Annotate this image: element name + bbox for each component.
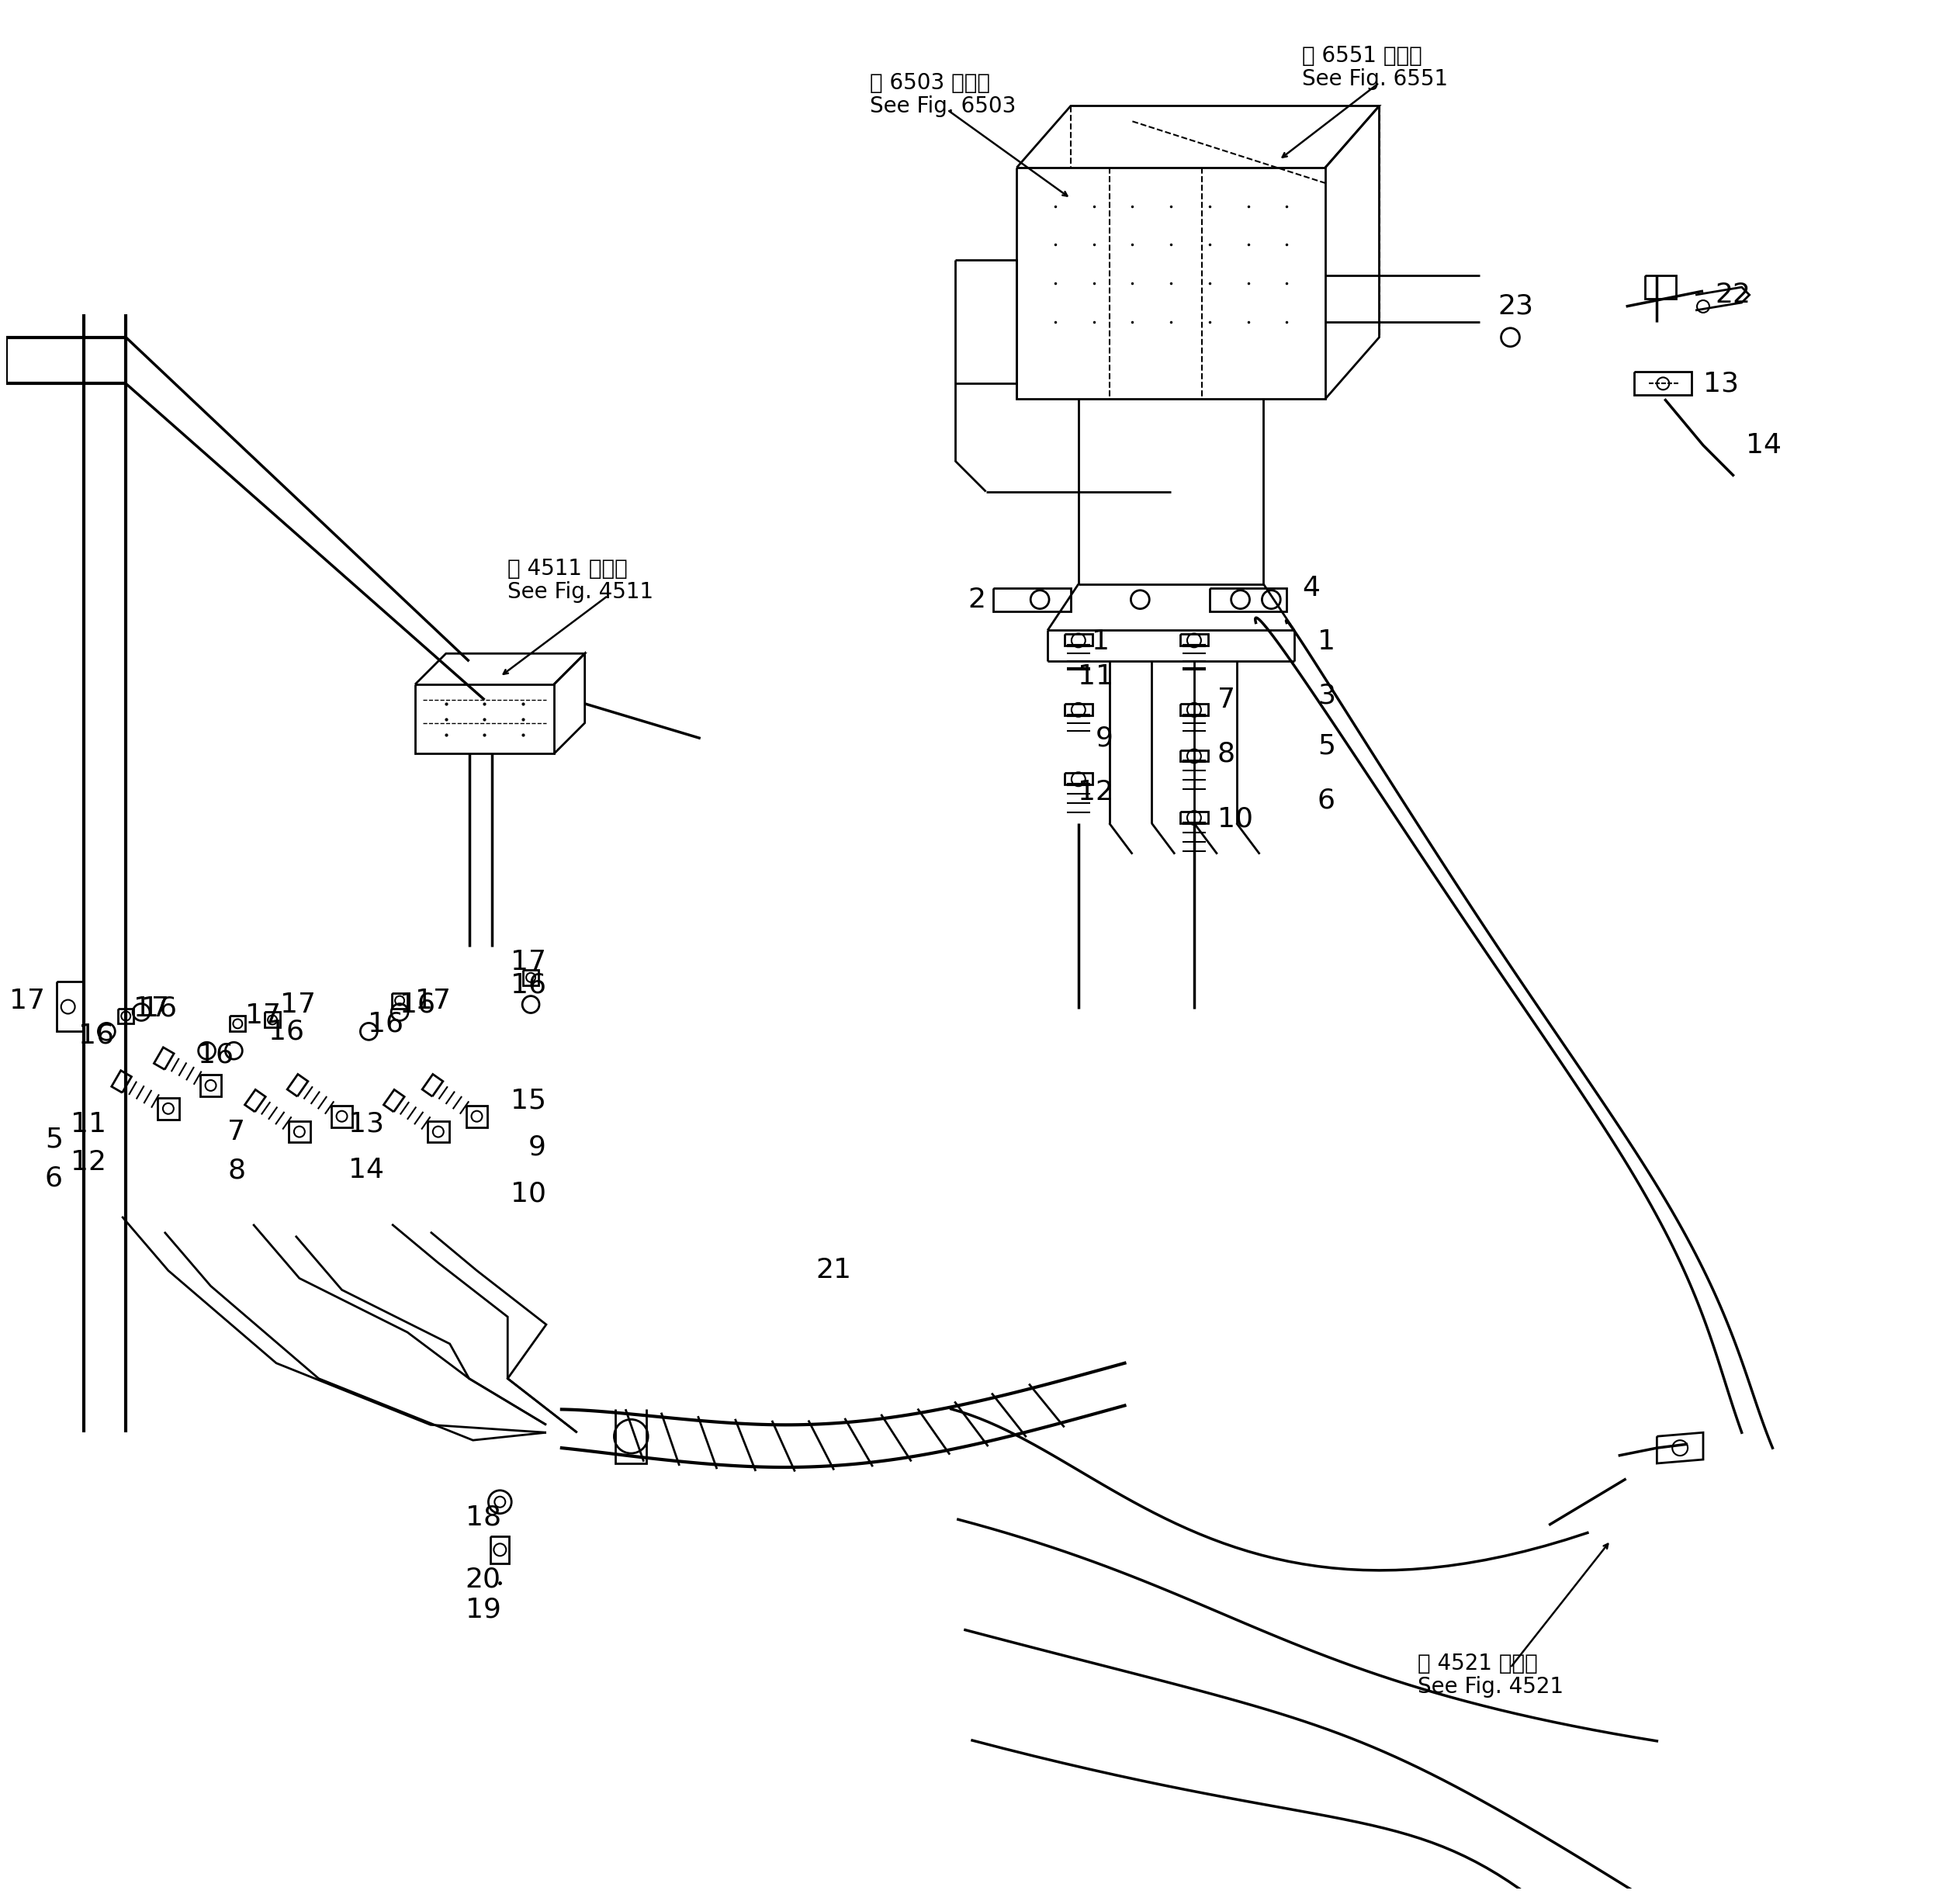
Text: 16: 16: [510, 972, 547, 998]
Text: 11: 11: [1078, 663, 1113, 689]
Text: 第 4521 図参照: 第 4521 図参照: [1417, 1653, 1539, 1674]
Text: 1: 1: [1092, 629, 1109, 655]
Text: 17: 17: [280, 991, 316, 1017]
Text: 14: 14: [1746, 432, 1782, 458]
Text: 16: 16: [198, 1042, 233, 1068]
Text: 13: 13: [1703, 371, 1739, 396]
Text: 7: 7: [1217, 688, 1235, 712]
Text: 19: 19: [465, 1597, 502, 1623]
Text: 1: 1: [1317, 629, 1335, 655]
Text: 第 6503 図参照: 第 6503 図参照: [870, 72, 990, 93]
Text: 16: 16: [141, 994, 176, 1021]
Text: 11: 11: [71, 1110, 106, 1136]
Text: 6: 6: [45, 1165, 63, 1191]
Text: 9: 9: [529, 1135, 547, 1161]
Text: 17: 17: [133, 994, 169, 1021]
Text: 14: 14: [349, 1157, 384, 1184]
Text: See Fig. 4521: See Fig. 4521: [1417, 1676, 1564, 1697]
Text: 17: 17: [10, 987, 45, 1013]
Text: See Fig. 6503: See Fig. 6503: [870, 95, 1017, 117]
Text: 17: 17: [416, 987, 451, 1013]
Text: 5: 5: [45, 1127, 63, 1153]
Text: 2: 2: [968, 587, 986, 614]
Text: 12: 12: [71, 1150, 106, 1176]
Text: 21: 21: [815, 1258, 853, 1284]
Text: 第 4511 図参照: 第 4511 図参照: [508, 559, 627, 580]
Text: 4: 4: [1301, 574, 1319, 600]
Text: 第 6551 図参照: 第 6551 図参照: [1301, 45, 1423, 66]
Text: 10: 10: [1217, 807, 1252, 833]
Text: 3: 3: [1317, 682, 1335, 708]
Text: 8: 8: [1217, 741, 1235, 767]
Text: 15: 15: [510, 1087, 547, 1114]
Text: 22: 22: [1715, 282, 1750, 309]
Text: 17: 17: [510, 949, 547, 975]
Text: 18: 18: [465, 1504, 502, 1530]
Text: 9: 9: [1096, 725, 1113, 752]
Text: 5: 5: [1317, 733, 1335, 759]
Text: 8: 8: [227, 1157, 245, 1184]
Text: 16: 16: [269, 1019, 304, 1045]
Text: 16: 16: [368, 1011, 404, 1036]
Text: 13: 13: [349, 1110, 384, 1136]
Text: 6: 6: [1317, 786, 1335, 813]
Text: See Fig. 4511: See Fig. 4511: [508, 581, 653, 602]
Text: 23: 23: [1497, 294, 1533, 320]
Text: See Fig. 6551: See Fig. 6551: [1301, 68, 1448, 89]
Text: 12: 12: [1078, 778, 1113, 805]
Text: 7: 7: [227, 1119, 245, 1144]
Text: 16: 16: [78, 1023, 114, 1049]
Text: 17: 17: [245, 1002, 280, 1028]
Text: 16: 16: [400, 991, 435, 1017]
Text: 10: 10: [510, 1180, 547, 1206]
Text: 20: 20: [465, 1566, 502, 1593]
